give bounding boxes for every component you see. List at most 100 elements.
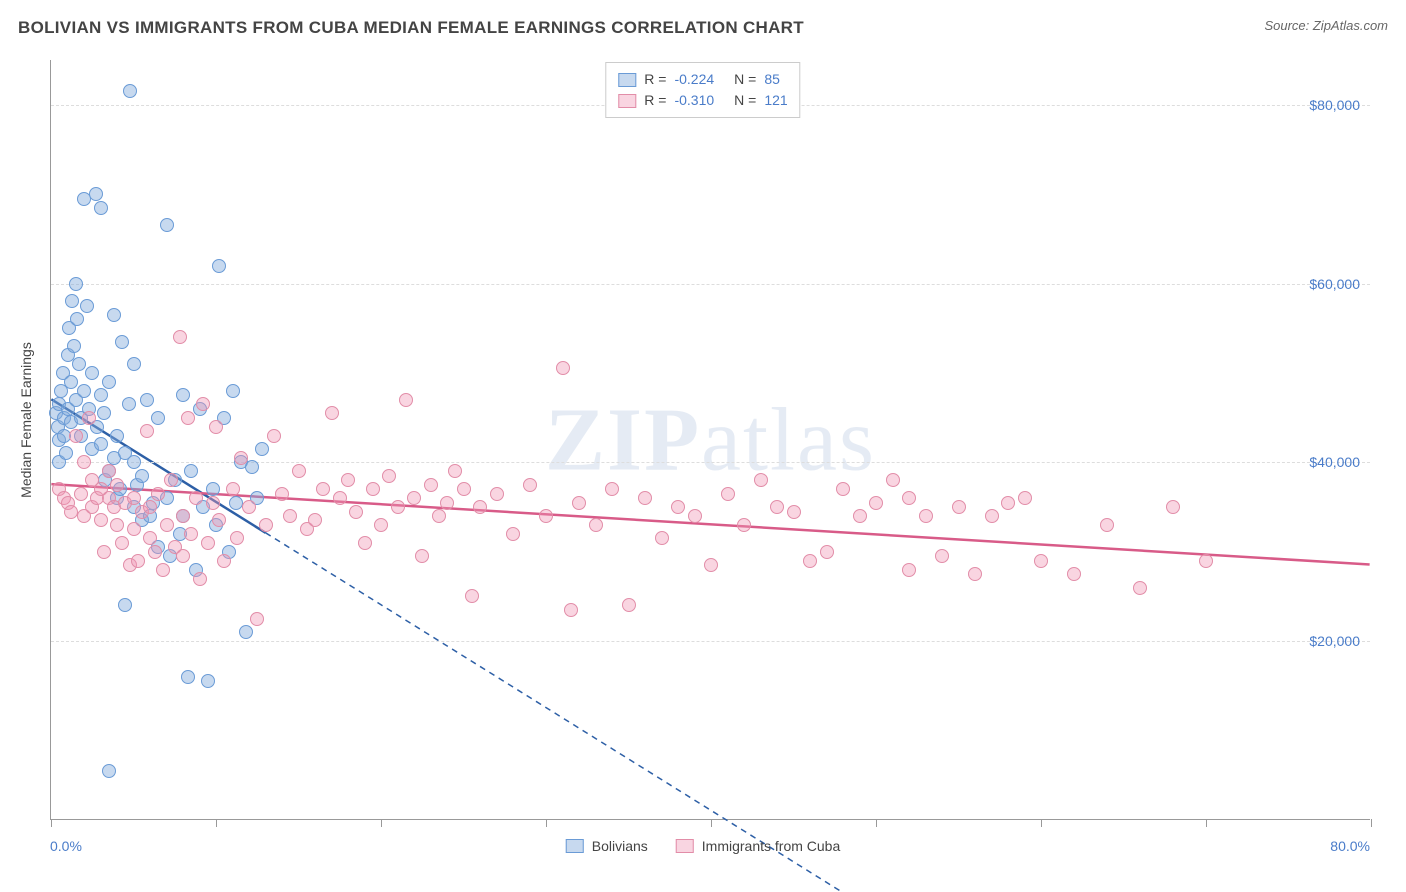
data-point — [803, 554, 817, 568]
data-point — [212, 259, 226, 273]
data-point — [506, 527, 520, 541]
data-point — [382, 469, 396, 483]
data-point — [64, 505, 78, 519]
legend-R-label: R = — [644, 90, 666, 111]
chart-source: Source: ZipAtlas.com — [1264, 18, 1388, 33]
data-point — [985, 509, 999, 523]
data-point — [259, 518, 273, 532]
legend-R-label: R = — [644, 69, 666, 90]
data-point — [140, 424, 154, 438]
data-point — [184, 527, 198, 541]
data-point — [490, 487, 504, 501]
y-tick-label: $80,000 — [1309, 97, 1360, 113]
data-point — [217, 554, 231, 568]
x-tick — [381, 819, 382, 827]
legend-label: Bolivians — [592, 838, 648, 854]
x-tick — [876, 819, 877, 827]
data-point — [374, 518, 388, 532]
data-point — [325, 406, 339, 420]
data-point — [234, 451, 248, 465]
data-point — [102, 375, 116, 389]
data-point — [140, 393, 154, 407]
data-point — [102, 764, 116, 778]
data-point — [148, 545, 162, 559]
x-tick — [51, 819, 52, 827]
data-point — [886, 473, 900, 487]
data-point — [173, 330, 187, 344]
watermark: ZIPatlas — [545, 388, 876, 491]
data-point — [250, 612, 264, 626]
data-point — [72, 357, 86, 371]
data-point — [67, 339, 81, 353]
data-point — [201, 674, 215, 688]
data-point — [440, 496, 454, 510]
data-point — [59, 446, 73, 460]
data-point — [605, 482, 619, 496]
data-point — [151, 411, 165, 425]
data-point — [1100, 518, 1114, 532]
data-point — [655, 531, 669, 545]
legend-N-value: 85 — [764, 69, 780, 90]
data-point — [127, 357, 141, 371]
legend-label: Immigrants from Cuba — [702, 838, 840, 854]
data-point — [94, 513, 108, 527]
gridline — [51, 284, 1370, 285]
data-point — [457, 482, 471, 496]
y-tick-label: $60,000 — [1309, 276, 1360, 292]
x-tick — [216, 819, 217, 827]
data-point — [869, 496, 883, 510]
data-point — [1001, 496, 1015, 510]
data-point — [82, 411, 96, 425]
data-point — [176, 509, 190, 523]
data-point — [229, 496, 243, 510]
data-point — [523, 478, 537, 492]
data-point — [391, 500, 405, 514]
data-point — [415, 549, 429, 563]
data-point — [638, 491, 652, 505]
data-point — [424, 478, 438, 492]
data-point — [206, 496, 220, 510]
data-point — [77, 384, 91, 398]
data-point — [189, 491, 203, 505]
chart-title: BOLIVIAN VS IMMIGRANTS FROM CUBA MEDIAN … — [18, 18, 804, 38]
data-point — [94, 201, 108, 215]
data-point — [754, 473, 768, 487]
data-point — [432, 509, 446, 523]
data-point — [935, 549, 949, 563]
data-point — [853, 509, 867, 523]
data-point — [74, 487, 88, 501]
data-point — [94, 388, 108, 402]
data-point — [127, 491, 141, 505]
legend-item: Immigrants from Cuba — [676, 838, 840, 854]
data-point — [143, 531, 157, 545]
data-point — [69, 277, 83, 291]
data-point — [1199, 554, 1213, 568]
data-point — [77, 455, 91, 469]
data-point — [115, 335, 129, 349]
legend-swatch — [566, 839, 584, 853]
legend-row: R =-0.310N =121 — [618, 90, 787, 111]
data-point — [206, 482, 220, 496]
data-point — [902, 491, 916, 505]
data-point — [151, 487, 165, 501]
data-point — [80, 299, 94, 313]
y-axis-title: Median Female Earnings — [18, 342, 34, 498]
data-point — [1018, 491, 1032, 505]
x-tick — [1371, 819, 1372, 827]
y-tick-label: $40,000 — [1309, 454, 1360, 470]
data-point — [473, 500, 487, 514]
data-point — [316, 482, 330, 496]
data-point — [176, 549, 190, 563]
data-point — [97, 545, 111, 559]
data-point — [671, 500, 685, 514]
data-point — [564, 603, 578, 617]
data-point — [1166, 500, 1180, 514]
data-point — [902, 563, 916, 577]
data-point — [85, 366, 99, 380]
data-point — [704, 558, 718, 572]
data-point — [239, 625, 253, 639]
data-point — [267, 429, 281, 443]
data-point — [333, 491, 347, 505]
plot-area: ZIPatlas $20,000$40,000$60,000$80,000 — [50, 60, 1370, 820]
data-point — [107, 308, 121, 322]
